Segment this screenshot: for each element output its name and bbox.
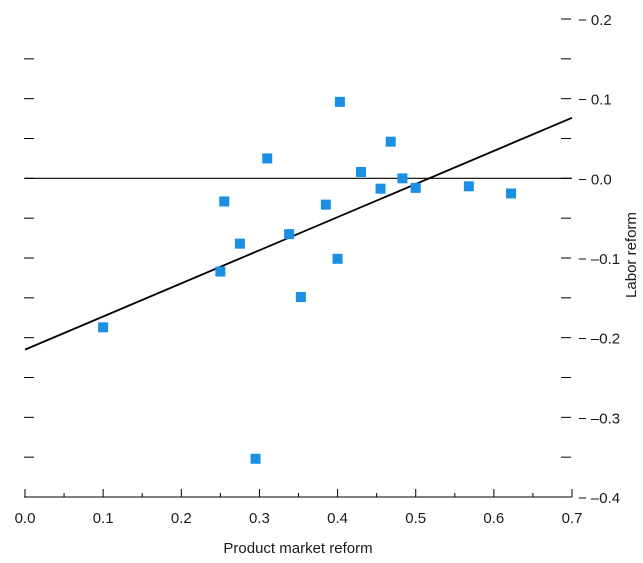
x-tick-label: 0.5 xyxy=(405,510,426,527)
data-point xyxy=(375,183,386,194)
data-point xyxy=(262,153,273,164)
data-point xyxy=(356,166,367,177)
data-point xyxy=(250,453,261,464)
y-tick-label: − 0.0 xyxy=(578,171,612,188)
data-point xyxy=(385,136,396,147)
data-point xyxy=(332,253,343,264)
data-points xyxy=(98,96,517,464)
x-tick-label: 0.3 xyxy=(249,510,270,527)
x-tick-label: 0.0 xyxy=(15,510,36,527)
data-point xyxy=(234,238,245,249)
y-tick-label: − –0.2 xyxy=(578,331,620,348)
x-tick-label: 0.4 xyxy=(327,510,348,527)
data-point xyxy=(219,196,230,207)
data-point xyxy=(320,199,331,210)
y-tick-label: − –0.3 xyxy=(578,410,620,427)
x-tick-label: 0.1 xyxy=(93,510,114,527)
data-point xyxy=(295,292,306,303)
tick-labels: 0.0 0.1 0.2 0.3 0.4 0.5 0.6 0.7 − 0.2 − 0.1 − 0.0 −… xyxy=(15,12,621,527)
y-tick-label: − –0.4 xyxy=(578,490,620,507)
x-tick-label: 0.2 xyxy=(171,510,192,527)
x-tick-label: 0.6 xyxy=(483,510,504,527)
y-tick-label: − 0.1 xyxy=(578,92,612,109)
data-point xyxy=(334,96,345,107)
y-tick-label: − 0.2 xyxy=(578,12,612,29)
data-point xyxy=(284,229,295,240)
data-point xyxy=(410,182,421,193)
tick-marks xyxy=(24,18,573,498)
y-tick-label: − –0.1 xyxy=(578,251,620,268)
data-point xyxy=(215,266,226,277)
trend-line xyxy=(24,116,573,351)
trend-line-group xyxy=(24,116,573,351)
y-axis-title: Labor reform xyxy=(623,212,640,298)
data-point xyxy=(506,188,517,199)
x-tick-label: 0.7 xyxy=(562,510,583,527)
data-point xyxy=(463,181,474,192)
data-point xyxy=(397,173,408,184)
data-point xyxy=(98,322,109,333)
x-axis-title: Product market reform xyxy=(223,540,372,557)
